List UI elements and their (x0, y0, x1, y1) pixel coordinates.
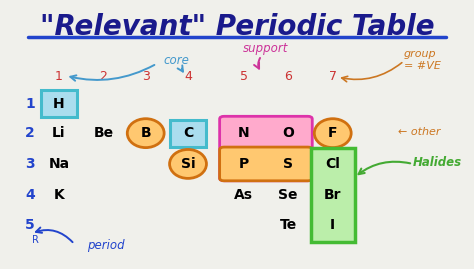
Text: C: C (183, 126, 193, 140)
FancyBboxPatch shape (219, 147, 312, 181)
Text: core: core (164, 54, 190, 68)
Text: ← other: ← other (398, 127, 441, 137)
Text: Na: Na (48, 157, 69, 171)
Text: K: K (54, 188, 64, 202)
Text: H: H (53, 97, 64, 111)
Text: Cl: Cl (325, 157, 340, 171)
Text: R: R (32, 235, 39, 245)
Text: "Relevant" Periodic Table: "Relevant" Periodic Table (40, 13, 434, 41)
Text: support: support (243, 42, 289, 55)
Text: 3: 3 (25, 157, 35, 171)
Text: O: O (283, 126, 294, 140)
Text: 4: 4 (25, 188, 35, 202)
Text: 1: 1 (25, 97, 35, 111)
Text: Br: Br (324, 188, 341, 202)
Text: P: P (238, 157, 249, 171)
Text: F: F (328, 126, 337, 140)
Text: group: group (404, 49, 437, 59)
Text: Si: Si (181, 157, 195, 171)
Text: S: S (283, 157, 293, 171)
Ellipse shape (314, 119, 351, 148)
Text: 6: 6 (284, 70, 292, 83)
Ellipse shape (128, 119, 164, 148)
Text: As: As (234, 188, 253, 202)
Text: period: period (87, 239, 125, 252)
Ellipse shape (170, 150, 207, 178)
Text: Te: Te (280, 218, 297, 232)
FancyBboxPatch shape (311, 148, 355, 242)
Text: 2: 2 (25, 126, 35, 140)
Text: Se: Se (278, 188, 298, 202)
Text: 5: 5 (25, 218, 35, 232)
Text: I: I (330, 218, 335, 232)
FancyBboxPatch shape (170, 120, 206, 147)
Text: 7: 7 (329, 70, 337, 83)
FancyBboxPatch shape (219, 116, 312, 181)
Text: = #VE: = #VE (404, 61, 441, 71)
Text: Li: Li (52, 126, 65, 140)
Text: 2: 2 (100, 70, 107, 83)
Text: Halides: Halides (413, 156, 462, 169)
Text: 3: 3 (142, 70, 150, 83)
FancyBboxPatch shape (41, 90, 77, 117)
Text: B: B (140, 126, 151, 140)
Text: 4: 4 (184, 70, 192, 83)
Text: 1: 1 (55, 70, 63, 83)
Text: 5: 5 (240, 70, 248, 83)
Text: Be: Be (93, 126, 113, 140)
Text: N: N (238, 126, 249, 140)
